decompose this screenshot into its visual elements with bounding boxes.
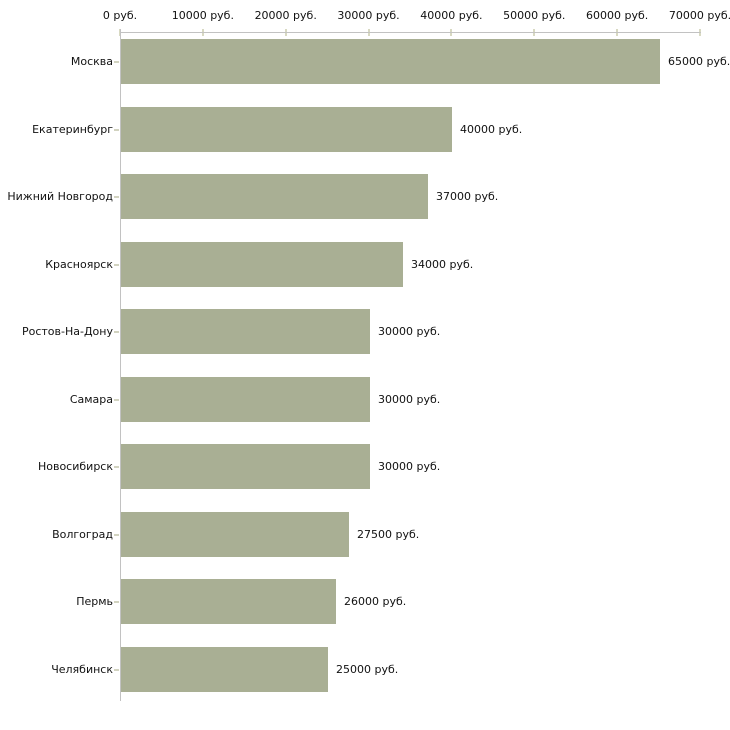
x-axis-tick-label: 30000 руб. — [337, 9, 400, 22]
category-label: Новосибирск — [37, 459, 113, 473]
bar-value-label: 65000 руб. — [668, 54, 730, 68]
bar-value-label: 30000 руб. — [378, 392, 441, 406]
bar-value-label: 27500 руб. — [357, 527, 420, 541]
bar-value-label: 37000 руб. — [436, 189, 499, 203]
bar-value-label: 34000 руб. — [411, 257, 474, 271]
bar — [121, 579, 336, 624]
category-label: Нижний Новгород — [7, 189, 113, 203]
bar — [121, 242, 403, 287]
bar — [121, 39, 660, 84]
x-axis-tick-label: 10000 руб. — [171, 9, 234, 22]
category-label: Красноярск — [45, 257, 113, 271]
bar-value-label: 26000 руб. — [344, 594, 407, 608]
category-tick — [114, 533, 119, 536]
category-label: Москва — [70, 54, 113, 68]
category-tick — [114, 600, 119, 603]
x-axis-tick-label: 50000 руб. — [503, 9, 566, 22]
category-tick — [114, 465, 119, 468]
category-label: Волгоград — [52, 527, 113, 541]
category-label: Ростов-На-Дону — [21, 324, 113, 338]
category-tick — [114, 668, 119, 671]
x-axis-line — [120, 32, 701, 33]
y-axis-line — [120, 29, 121, 701]
bar — [121, 512, 349, 557]
x-axis-tick-label: 0 руб. — [102, 9, 138, 22]
category-label: Челябинск — [51, 662, 113, 676]
category-tick — [114, 128, 119, 131]
x-axis-tick-label: 60000 руб. — [586, 9, 649, 22]
bar — [121, 647, 328, 692]
category-label: Екатеринбург — [32, 122, 113, 136]
category-label: Самара — [69, 392, 113, 406]
bar-value-label: 30000 руб. — [378, 459, 441, 473]
category-tick — [114, 60, 119, 63]
bar — [121, 377, 370, 422]
category-tick — [114, 398, 119, 401]
bar — [121, 107, 452, 152]
category-label: Пермь — [76, 594, 113, 608]
x-axis-tick-label: 40000 руб. — [420, 9, 483, 22]
bar — [121, 444, 370, 489]
category-tick — [114, 195, 119, 198]
bar-value-label: 40000 руб. — [460, 122, 523, 136]
category-tick — [114, 330, 119, 333]
bar — [121, 174, 428, 219]
x-axis-tick-label: 70000 руб. — [668, 9, 730, 22]
category-tick — [114, 263, 119, 266]
x-axis-tick-label: 20000 руб. — [254, 9, 317, 22]
bar — [121, 309, 370, 354]
bar-value-label: 25000 руб. — [336, 662, 399, 676]
bar-value-label: 30000 руб. — [378, 324, 441, 338]
